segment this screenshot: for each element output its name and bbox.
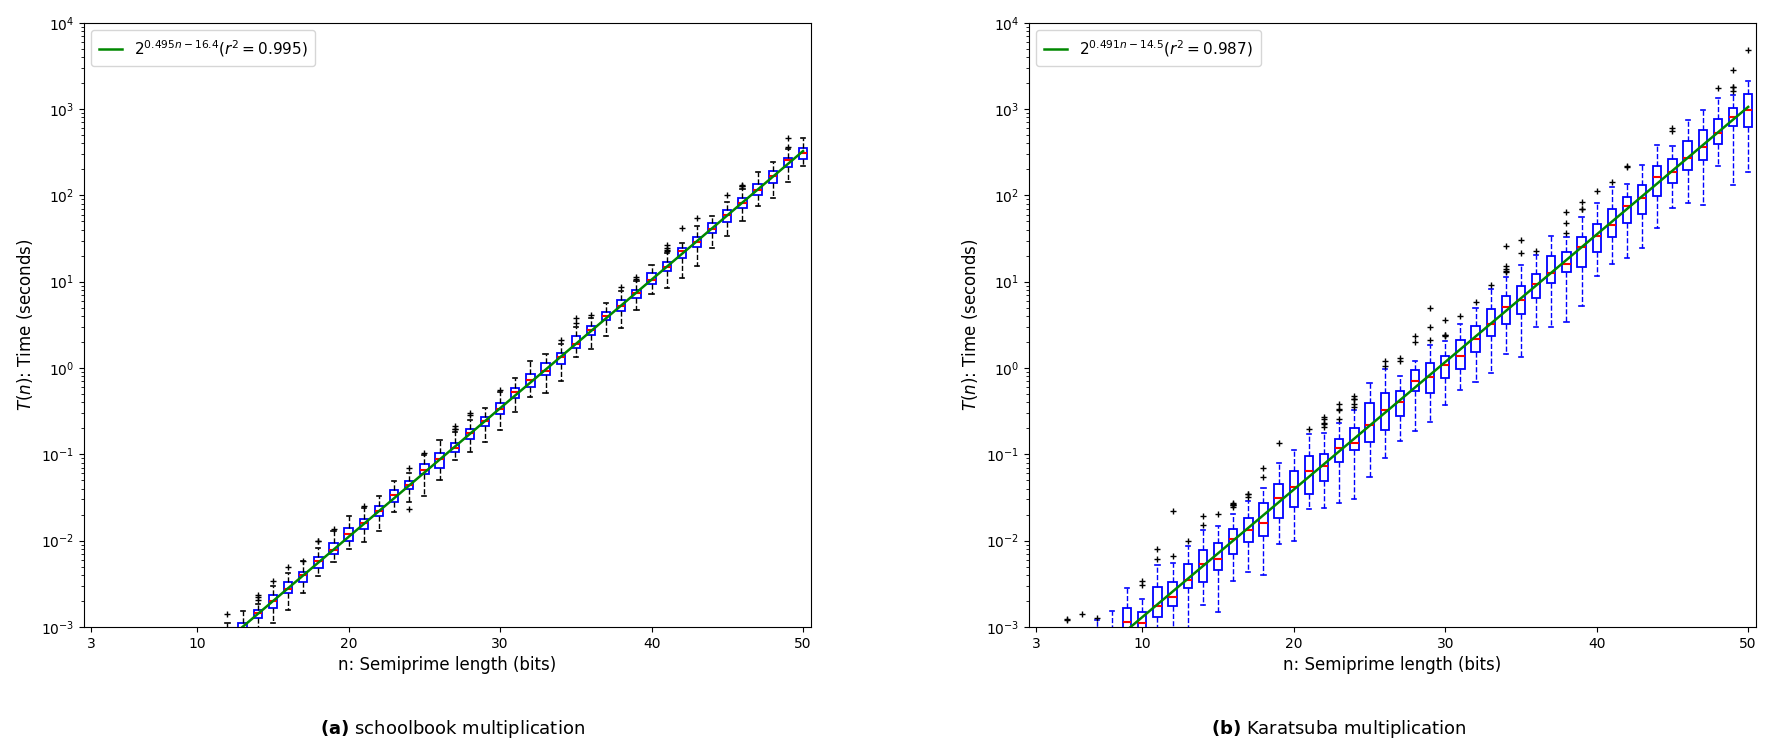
Legend: $2^{0.491n-14.5}(r^2=0.987)$: $2^{0.491n-14.5}(r^2=0.987)$: [1037, 30, 1261, 67]
X-axis label: n: Semiprime length (bits): n: Semiprime length (bits): [1284, 656, 1502, 674]
Text: $\mathbf{(a)}$ schoolbook multiplication: $\mathbf{(a)}$ schoolbook multiplication: [319, 717, 585, 740]
Y-axis label: $T(n)$: Time (seconds): $T(n)$: Time (seconds): [14, 239, 35, 411]
X-axis label: n: Semiprime length (bits): n: Semiprime length (bits): [339, 656, 557, 674]
Y-axis label: $T(n)$: Time (seconds): $T(n)$: Time (seconds): [961, 239, 980, 411]
Legend: $2^{0.495n-16.4}(r^2=0.995)$: $2^{0.495n-16.4}(r^2=0.995)$: [90, 30, 316, 67]
Text: $\mathbf{(b)}$ Karatsuba multiplication: $\mathbf{(b)}$ Karatsuba multiplication: [1211, 717, 1466, 740]
